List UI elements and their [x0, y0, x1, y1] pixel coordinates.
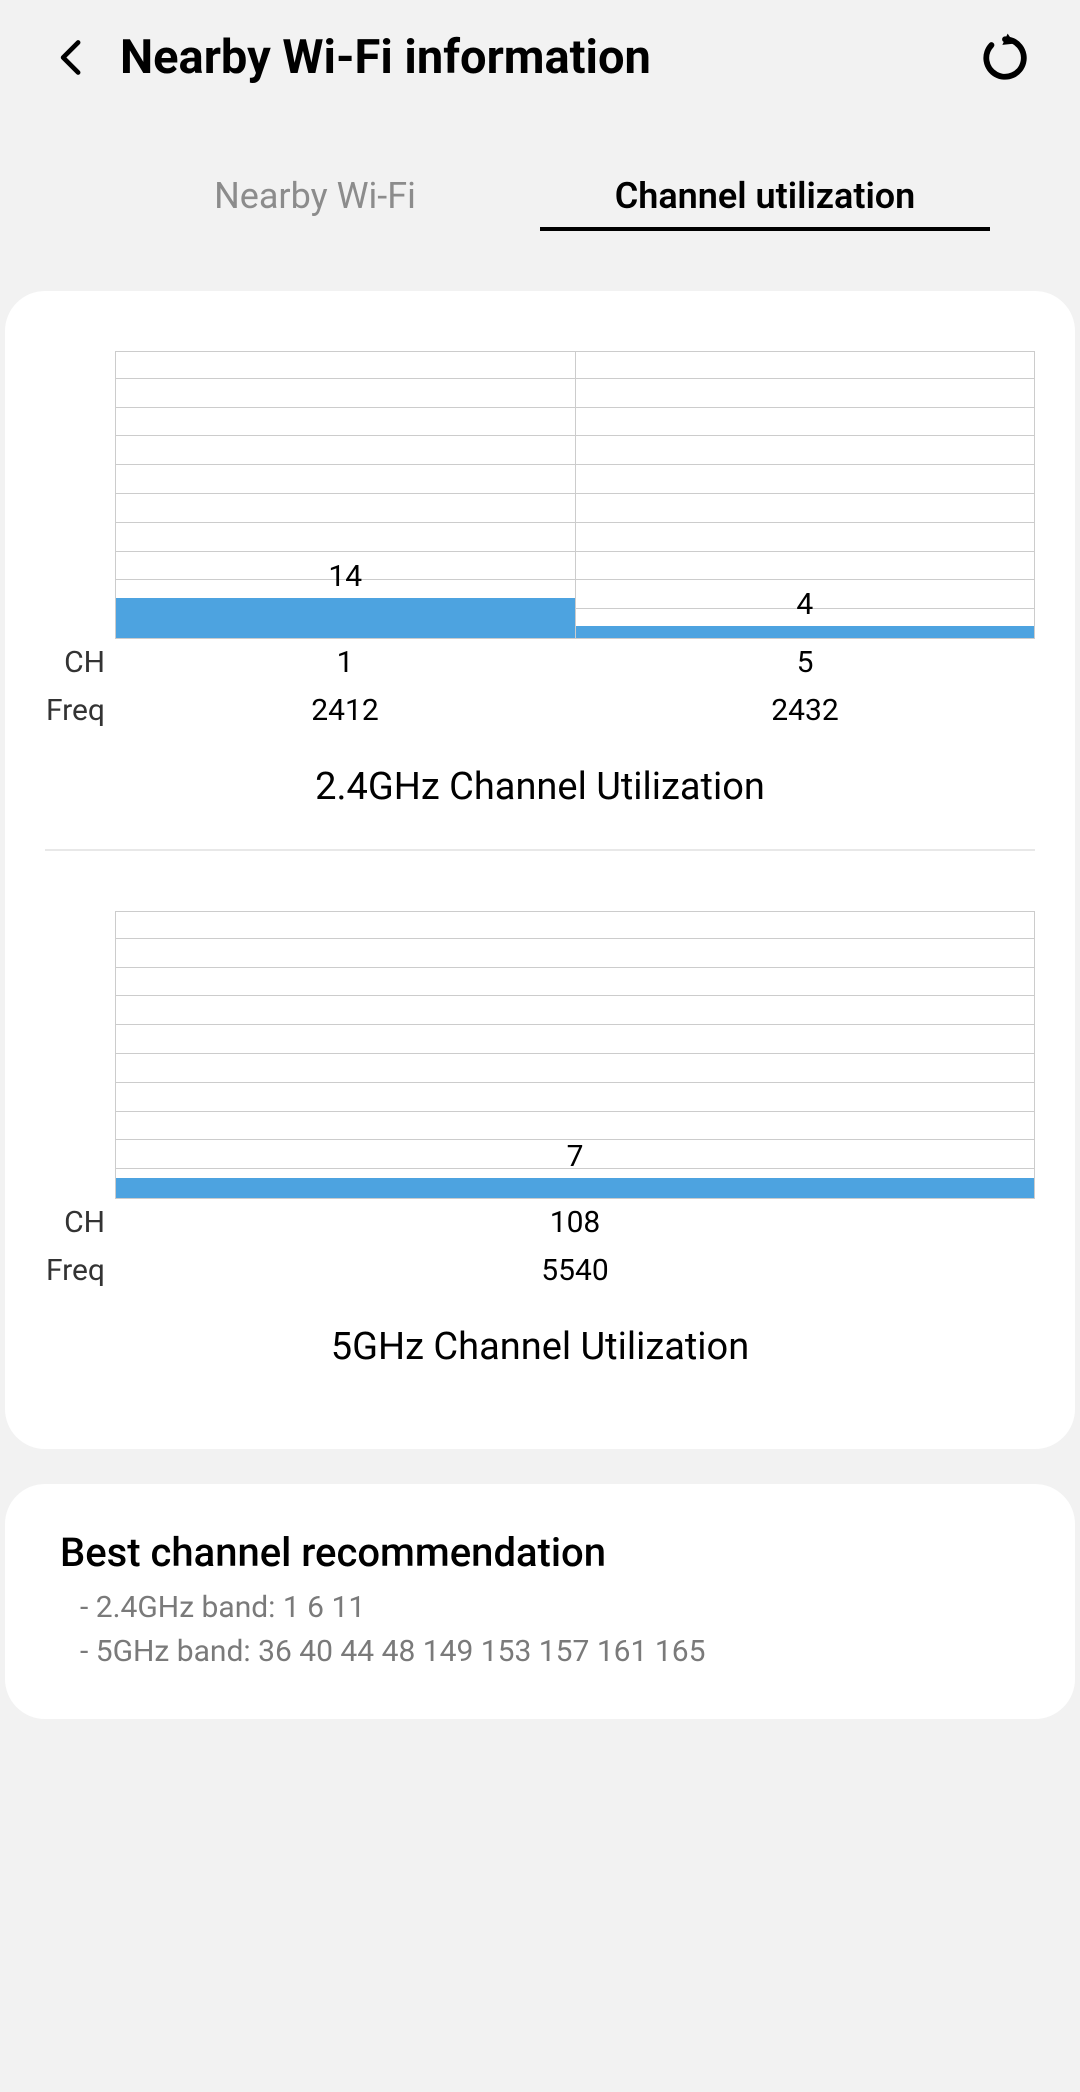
bar-group: 7 — [116, 912, 1034, 1198]
ch-label: 5 — [575, 639, 1035, 687]
refresh-icon[interactable] — [980, 33, 1030, 83]
freq-label: 2432 — [575, 687, 1035, 735]
chart-bar — [116, 1178, 1034, 1198]
freq-row-24: 24122432 — [115, 687, 1035, 735]
tab-nearby-wifi[interactable]: Nearby Wi-Fi — [90, 175, 540, 231]
tab-bar: Nearby Wi-Fi Channel utilization — [0, 115, 1080, 271]
chart-24ghz-section: CH Freq 14 4 15 24122432 2.4GHz Channel U… — [45, 351, 1035, 809]
bar-group: 4 — [575, 352, 1035, 638]
chart-24ghz-title: 2.4GHz Channel Utilization — [45, 765, 1035, 809]
page-title: Nearby Wi-Fi information — [120, 30, 980, 85]
freq-row-5: 5540 — [115, 1247, 1035, 1295]
ch-row-24: 15 — [115, 639, 1035, 687]
freq-label: 5540 — [115, 1247, 1035, 1295]
chart-bar — [576, 626, 1035, 638]
chart-5ghz-section: CH Freq 7 108 5540 5GHz Channel Utilizat… — [45, 849, 1035, 1369]
bar-value: 4 — [796, 587, 813, 622]
ch-label: 1 — [115, 639, 575, 687]
chart-24ghz-grid: 14 4 — [115, 351, 1035, 639]
bar-value: 7 — [567, 1139, 584, 1174]
chart-5ghz-title: 5GHz Channel Utilization — [45, 1325, 1035, 1369]
axis-ch-label: CH — [45, 639, 105, 687]
bar-group: 14 — [116, 352, 575, 638]
back-icon[interactable] — [50, 35, 95, 80]
axis-freq-label-5: Freq — [45, 1247, 105, 1295]
recommendation-24ghz: - 2.4GHz band: 1 6 11 — [60, 1586, 1020, 1630]
chart-bar — [116, 598, 575, 638]
recommendation-card: Best channel recommendation - 2.4GHz ban… — [5, 1484, 1075, 1719]
axis-ch-label-5: CH — [45, 1199, 105, 1247]
bar-value: 14 — [328, 559, 362, 594]
freq-label: 2412 — [115, 687, 575, 735]
ch-row-5: 108 — [115, 1199, 1035, 1247]
recommendation-5ghz: - 5GHz band: 36 40 44 48 149 153 157 161… — [60, 1630, 1020, 1674]
ch-label: 108 — [115, 1199, 1035, 1247]
tab-channel-utilization[interactable]: Channel utilization — [540, 175, 990, 231]
axis-labels-5: CH Freq — [45, 911, 115, 1295]
axis-freq-label: Freq — [45, 687, 105, 735]
header-bar: Nearby Wi-Fi information — [0, 0, 1080, 115]
recommendation-title: Best channel recommendation — [60, 1529, 1020, 1576]
charts-card: CH Freq 14 4 15 24122432 2.4GHz Channel U… — [5, 291, 1075, 1449]
axis-labels-24: CH Freq — [45, 351, 115, 735]
chart-5ghz-grid: 7 — [115, 911, 1035, 1199]
